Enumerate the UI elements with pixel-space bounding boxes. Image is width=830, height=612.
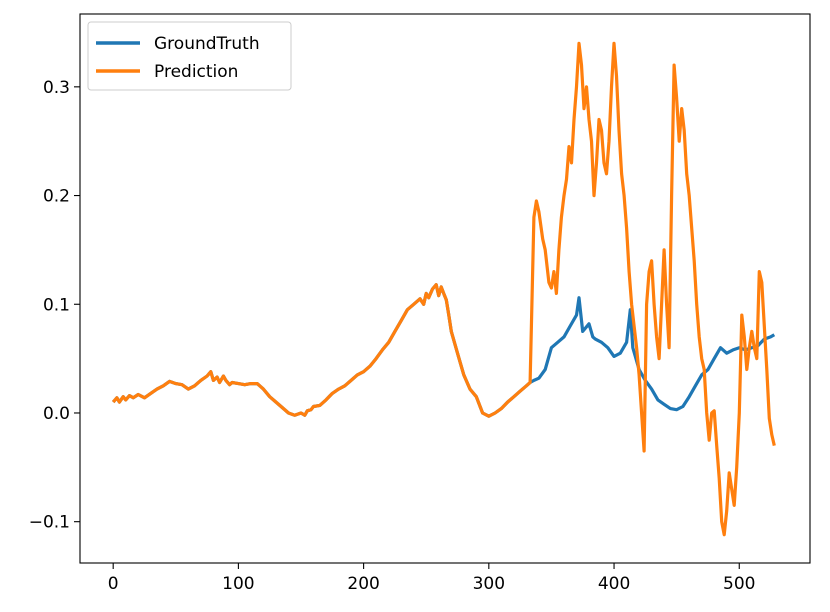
- x-tick-label: 200: [347, 574, 379, 594]
- x-tick-label: 400: [598, 574, 630, 594]
- legend-box: [87, 21, 292, 91]
- x-tick-label: 0: [108, 574, 119, 594]
- legend-label-groundtruth: GroundTruth: [154, 34, 260, 54]
- x-tick-label: 100: [222, 574, 254, 594]
- x-tick-label: 500: [723, 574, 755, 594]
- legend-label-prediction: Prediction: [154, 62, 238, 82]
- y-tick-label: 0.2: [43, 187, 70, 207]
- series-line-prediction: [111, 41, 776, 537]
- y-tick-label: −0.1: [29, 513, 70, 533]
- x-tick-label: 300: [473, 574, 505, 594]
- y-tick-label: 0.3: [43, 78, 70, 98]
- y-axis: −0.1 0.0 0.1 0.2 0.3: [29, 78, 80, 533]
- y-tick-label: 0.0: [43, 404, 70, 424]
- legend: GroundTruth Prediction: [87, 21, 292, 91]
- series-layer: [111, 41, 776, 537]
- plot-frame: [79, 13, 811, 564]
- x-axis: 0 100 200 300 400 500: [108, 563, 755, 594]
- y-tick-label: 0.1: [43, 295, 70, 315]
